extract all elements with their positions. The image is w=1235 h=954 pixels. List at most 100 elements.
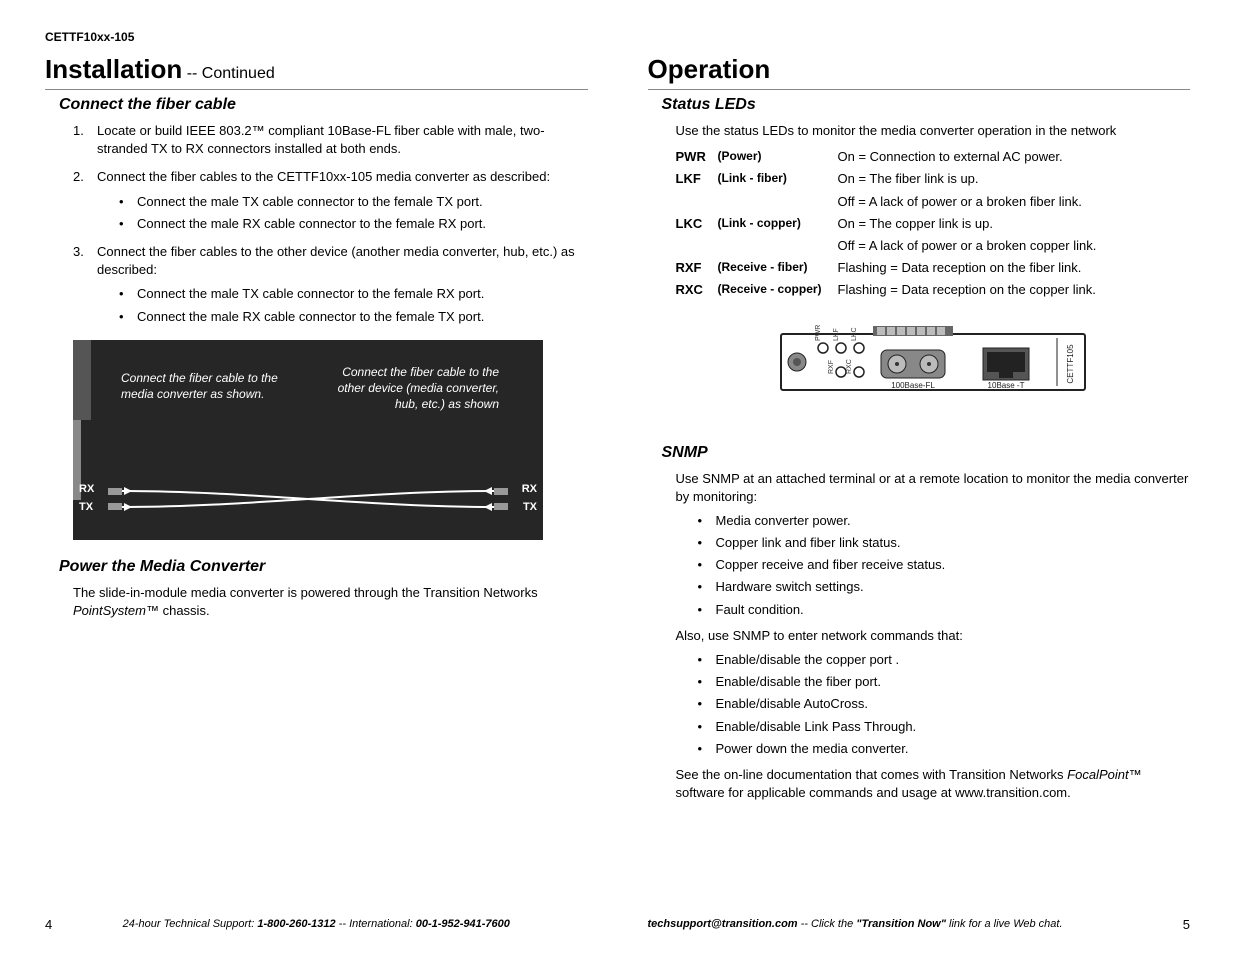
led-desc: Flashing = Data reception on the copper … [838, 279, 1107, 301]
diagram-left-device [73, 340, 91, 420]
diagram-caption-right: Connect the fiber cable to the other dev… [329, 364, 499, 413]
led-table: PWR(Power)On = Connection to external AC… [676, 146, 1107, 301]
snmp-intro: Use SNMP at an attached terminal or at a… [676, 470, 1191, 506]
fiber-cable-diagram: Connect the fiber cable to the media con… [73, 340, 543, 540]
list-item: Connect the male TX cable connector to t… [119, 285, 588, 303]
led-name: (Receive - fiber) [718, 257, 838, 279]
snmp-outro-a: See the on-line documentation that comes… [676, 767, 1068, 782]
svg-text:100Base-FL: 100Base-FL [891, 381, 935, 390]
led-desc: Off = A lack of power or a broken copper… [838, 235, 1107, 257]
footer-phone: 1-800-260-1312 [257, 918, 335, 930]
footer-text: 24-hour Technical Support: [123, 918, 258, 930]
step-num: 1. [73, 122, 84, 140]
spacer [648, 30, 1191, 54]
page-right: Operation Status LEDs Use the status LED… [618, 0, 1235, 954]
step-3-sub: Connect the male TX cable connector to t… [119, 285, 588, 325]
step-num: 3. [73, 243, 84, 261]
table-row: LKC(Link - copper)On = The copper link i… [676, 213, 1107, 235]
svg-text:RXF: RXF [828, 360, 835, 374]
footer-text: link for a live Web chat. [946, 918, 1063, 930]
footer-right: techsupport@transition.com -- Click the … [648, 918, 1191, 930]
step-text: Connect the fiber cables to the other de… [97, 244, 575, 277]
list-item: Media converter power. [698, 512, 1191, 530]
led-abbr: RXC [676, 279, 718, 301]
left-h1-sub: -- Continued [182, 65, 275, 82]
led-abbr: PWR [676, 146, 718, 168]
footer-left: 24-hour Technical Support: 1-800-260-131… [45, 918, 588, 930]
sec-status-leds-title: Status LEDs [662, 96, 1191, 114]
led-desc: On = Connection to external AC power. [838, 146, 1107, 168]
doc-header: CETTF10xx-105 [45, 30, 588, 44]
footer-link-name: "Transition Now" [856, 918, 946, 930]
svg-text:LKC: LKC [851, 327, 858, 341]
led-abbr: LKF [676, 168, 718, 190]
list-item: Hardware switch settings. [698, 578, 1191, 596]
hr [648, 89, 1191, 90]
led-abbr: LKC [676, 213, 718, 235]
led-name: (Link - copper) [718, 213, 838, 235]
svg-text:PWR: PWR [815, 324, 822, 340]
list-item: Fault condition. [698, 601, 1191, 619]
power-text-b: PointSystem [73, 603, 146, 618]
tx-label: TX [522, 498, 537, 516]
sec-snmp-title: SNMP [662, 444, 1191, 462]
led-desc-text: Flashing = Data reception on the copper … [838, 282, 1096, 297]
led-desc: On = The fiber link is up. [838, 168, 1107, 190]
footer-phone-intl: 00-1-952-941-7600 [416, 918, 510, 930]
rx-label: RX [79, 480, 94, 498]
led-name: (Link - fiber) [718, 168, 838, 190]
step-2-sub: Connect the male TX cable connector to t… [119, 193, 588, 233]
diagram-cables [107, 486, 509, 512]
leds-intro: Use the status LEDs to monitor the media… [676, 122, 1191, 140]
table-row: RXC(Receive - copper)Flashing = Data rec… [676, 279, 1107, 301]
right-h1: Operation [648, 54, 1191, 85]
tx-label: TX [79, 498, 94, 516]
table-row: RXF(Receive - fiber)Flashing = Data rece… [676, 257, 1107, 279]
step-num: 2. [73, 168, 84, 186]
list-item: Power down the media converter. [698, 740, 1191, 758]
power-text-c: ™ chassis. [146, 603, 210, 618]
snmp-list-2: Enable/disable the copper port . Enable/… [698, 651, 1191, 758]
step-3: 3. Connect the fiber cables to the other… [73, 243, 588, 326]
diagram-ports-right: RX TX [522, 480, 537, 516]
diagram-caption-left: Connect the fiber cable to the media con… [121, 370, 291, 402]
list-item: Connect the male RX cable connector to t… [119, 308, 588, 326]
led-desc: Off = A lack of power or a broken fiber … [838, 191, 1107, 213]
left-h1: Installation -- Continued [45, 54, 588, 85]
step-2: 2. Connect the fiber cables to the CETTF… [73, 168, 588, 233]
table-row: PWR(Power)On = Connection to external AC… [676, 146, 1107, 168]
snmp-section: SNMP Use SNMP at an attached terminal or… [648, 444, 1191, 803]
sec-connect-fiber-body: 1. Locate or build IEEE 803.2™ compliant… [73, 122, 588, 540]
led-name [718, 235, 838, 257]
list-item: Enable/disable Link Pass Through. [698, 718, 1191, 736]
power-text-a: The slide-in-module media converter is p… [73, 585, 538, 600]
list-item: Connect the male RX cable connector to t… [119, 215, 588, 233]
step-text: Locate or build IEEE 803.2™ compliant 10… [97, 123, 545, 156]
rx-label: RX [522, 480, 537, 498]
table-row: Off = A lack of power or a broken fiber … [676, 191, 1107, 213]
diagram-ports-left: RX TX [79, 480, 94, 516]
svg-text:LKF: LKF [833, 328, 840, 341]
footer-email: techsupport@transition.com [648, 918, 798, 930]
step-text: Connect the fiber cables to the CETTF10x… [97, 169, 550, 184]
snmp-mid: Also, use SNMP to enter network commands… [676, 627, 1191, 645]
svg-text:CETTF105: CETTF105 [1066, 343, 1075, 383]
svg-text:RXC: RXC [846, 359, 853, 374]
snmp-list-1: Media converter power. Copper link and f… [698, 512, 1191, 619]
led-desc: Flashing = Data reception on the fiber l… [838, 257, 1107, 279]
list-item: Enable/disable the fiber port. [698, 673, 1191, 691]
sec-snmp-body: Use SNMP at an attached terminal or at a… [676, 470, 1191, 803]
list-item: Enable/disable the copper port . [698, 651, 1191, 669]
sec-power-body: The slide-in-module media converter is p… [73, 584, 588, 620]
sec-status-leds-body: Use the status LEDs to monitor the media… [676, 122, 1191, 404]
page-left: CETTF10xx-105 Installation -- Continued … [0, 0, 618, 954]
footer-text: -- Click the [798, 918, 857, 930]
device-front-panel-diagram: PWR LKF LKC RXF RXC 100Base-FL 10Base -T… [773, 320, 1093, 404]
led-abbr: RXF [676, 257, 718, 279]
led-name: (Receive - copper) [718, 279, 838, 301]
led-desc: On = The copper link is up. [838, 213, 1107, 235]
table-row: Off = A lack of power or a broken copper… [676, 235, 1107, 257]
left-h1-main: Installation [45, 54, 182, 84]
list-item: Connect the male TX cable connector to t… [119, 193, 588, 211]
footer-text: -- International: [336, 918, 416, 930]
